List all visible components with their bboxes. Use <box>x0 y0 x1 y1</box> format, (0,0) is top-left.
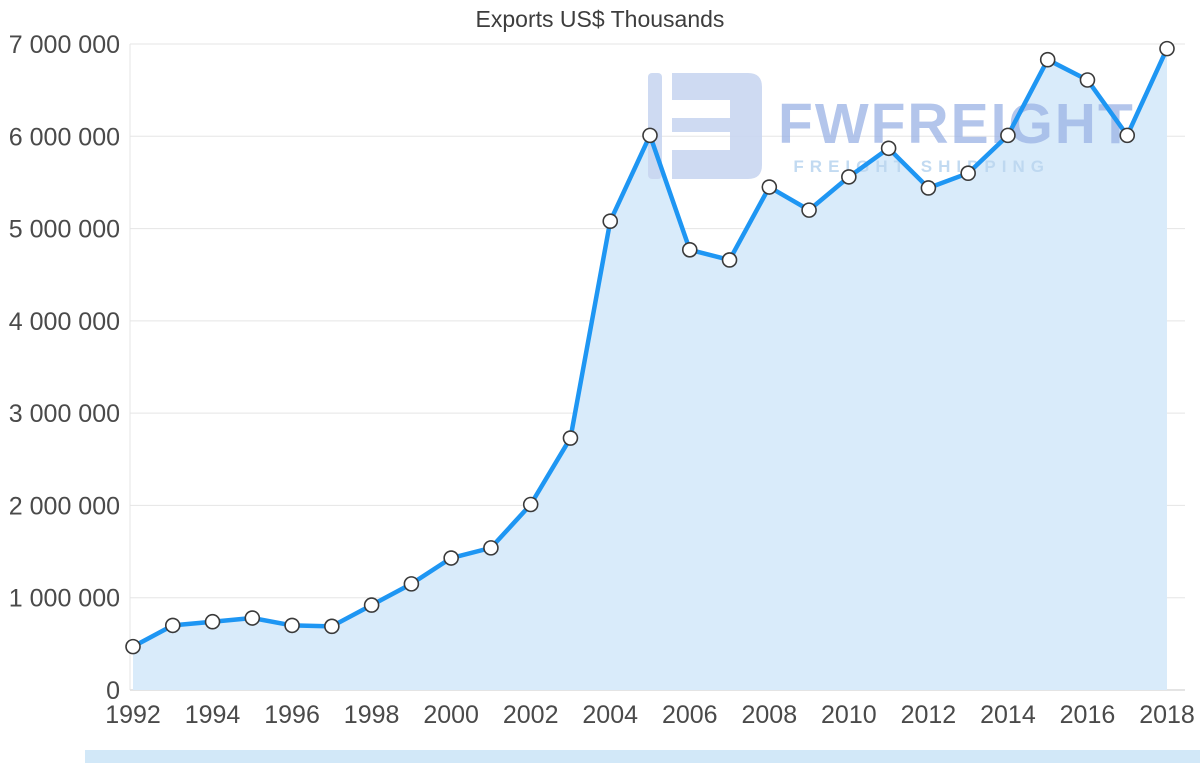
data-point[interactable] <box>363 597 380 613</box>
chart-scrollbar[interactable] <box>85 750 1200 763</box>
data-point[interactable] <box>204 613 221 630</box>
watermark-brand-text: FWFREIGHT <box>778 92 1135 156</box>
fw-logo-bar-icon <box>648 73 662 179</box>
x-axis-label: 1994 <box>185 701 241 729</box>
data-point[interactable] <box>244 610 261 626</box>
data-point[interactable] <box>403 576 420 592</box>
x-axis-label: 2012 <box>901 701 957 729</box>
x-axis-label: 2016 <box>1060 701 1116 729</box>
data-point[interactable] <box>880 140 897 157</box>
chart-title: Exports US$ Thousands <box>475 6 725 32</box>
data-points-layer <box>125 40 1175 655</box>
data-point[interactable] <box>761 179 778 195</box>
x-axis-label: 2002 <box>503 701 559 729</box>
data-point[interactable] <box>1039 51 1056 68</box>
y-axis-label: 3 000 000 <box>9 400 120 428</box>
data-point[interactable] <box>483 540 499 556</box>
data-point[interactable] <box>284 617 300 634</box>
x-axis-label: 2006 <box>662 701 718 729</box>
x-axis-label: 2004 <box>582 701 638 729</box>
y-axis-label: 0 <box>106 677 120 705</box>
data-point[interactable] <box>522 496 539 513</box>
data-point[interactable] <box>125 638 141 655</box>
data-point[interactable] <box>960 165 976 181</box>
x-axis-label: 2010 <box>821 701 877 729</box>
x-axis-label: 2008 <box>741 701 797 729</box>
data-point[interactable] <box>562 430 579 446</box>
area-layer <box>133 48 1167 691</box>
data-point[interactable] <box>920 180 937 196</box>
fw-logo-3-icon <box>672 73 762 179</box>
data-point[interactable] <box>1000 127 1016 144</box>
data-point[interactable] <box>1079 72 1096 88</box>
data-point[interactable] <box>324 618 340 635</box>
x-axis-label: 2014 <box>980 701 1036 729</box>
data-point[interactable] <box>721 252 738 268</box>
data-point[interactable] <box>443 550 459 566</box>
data-point[interactable] <box>602 213 619 229</box>
y-axis-label: 7 000 000 <box>9 31 120 59</box>
data-point[interactable] <box>841 169 857 185</box>
x-axis-label: 1996 <box>264 701 320 729</box>
x-axis-label: 1992 <box>105 701 161 729</box>
watermark-tagline-text: FREIGHT SHIPPING <box>793 157 1050 176</box>
data-point[interactable] <box>801 202 817 218</box>
data-point[interactable] <box>1159 40 1175 57</box>
y-axis-label: 6 000 000 <box>9 123 120 151</box>
data-point[interactable] <box>164 617 181 634</box>
data-point[interactable] <box>642 127 658 144</box>
x-axis-label: 1998 <box>344 701 400 729</box>
data-point[interactable] <box>681 241 698 258</box>
y-axis-label: 4 000 000 <box>9 308 120 336</box>
y-axis-label: 1 000 000 <box>9 585 120 613</box>
x-axis-label: 2018 <box>1139 701 1195 729</box>
axis-labels-layer: 0 1 000 000 2 000 000 3 000 000 4 000 000 5 0… <box>9 31 1195 729</box>
data-point[interactable] <box>1119 127 1136 144</box>
area-fill <box>133 48 1167 691</box>
x-axis-label: 2000 <box>423 701 479 729</box>
y-axis-label: 5 000 000 <box>9 216 120 244</box>
y-axis-label: 2 000 000 <box>9 492 120 520</box>
